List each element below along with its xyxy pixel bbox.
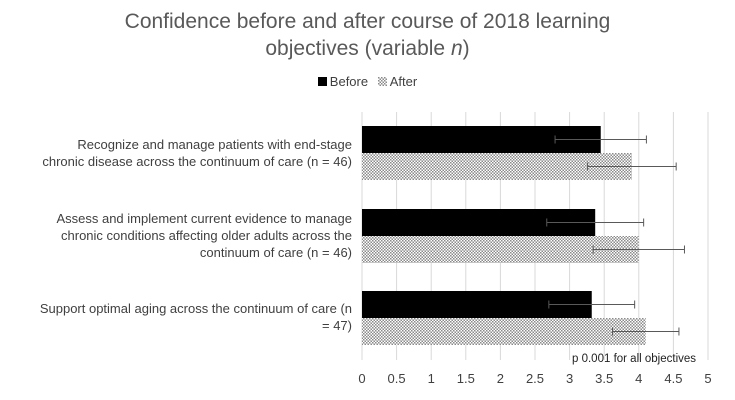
x-tick-label: 2.5 xyxy=(526,371,544,386)
chart-title: Confidence before and after course of 20… xyxy=(0,8,735,62)
error-bars xyxy=(546,135,685,336)
x-tick-label: 2 xyxy=(497,371,504,386)
x-tick-label: 5 xyxy=(704,371,711,386)
legend: Before After xyxy=(0,74,735,89)
chart-title-line2: objectives (variable n) xyxy=(0,35,735,62)
significance-note: p 0.001 for all objectives xyxy=(572,353,697,365)
x-tick-label: 4.5 xyxy=(664,371,682,386)
legend-swatch-after xyxy=(377,77,387,86)
legend-item-after: After xyxy=(377,74,418,89)
chart-title-line2-prefix: objectives (variable xyxy=(265,37,451,60)
x-tick-label: 3 xyxy=(566,371,573,386)
legend-label-before: Before xyxy=(329,74,369,89)
x-axis-ticks: 0 0.5 1 1.5 2 2.5 3 3.5 4 4.5 5 xyxy=(358,371,711,386)
category-label-1: Recognize and manage patients with end-s… xyxy=(4,136,352,170)
legend-swatch-before xyxy=(317,77,327,86)
x-tick-label: 3.5 xyxy=(595,371,613,386)
category-label-line: = 47) xyxy=(322,318,352,333)
x-tick-label: 0.5 xyxy=(388,371,406,386)
category-label-line: chronic disease across the continuum of … xyxy=(42,154,352,169)
chart-title-line1: Confidence before and after course of 20… xyxy=(124,10,611,33)
bar-after-3 xyxy=(362,318,646,345)
x-tick-label: 0 xyxy=(358,371,365,386)
x-tick-label: 1.5 xyxy=(457,371,475,386)
x-tick-label: 1 xyxy=(428,371,435,386)
legend-label-after: After xyxy=(389,74,418,89)
chart-title-italic-n: n xyxy=(450,37,463,60)
chart-title-line2-suffix: ) xyxy=(462,37,470,60)
category-label-2: Assess and implement current evidence to… xyxy=(4,210,352,261)
category-label-line: Support optimal aging across the continu… xyxy=(39,301,352,316)
category-label-line: Assess and implement current evidence to… xyxy=(56,211,352,226)
category-label-line: continuum of care (n = 46) xyxy=(199,245,352,260)
bar-after-1 xyxy=(362,153,632,180)
x-tick-label: 4 xyxy=(635,371,642,386)
legend-item-before: Before xyxy=(317,74,369,89)
category-label-line: chronic conditions affecting older adult… xyxy=(61,228,352,243)
bars xyxy=(362,126,646,345)
category-label-3: Support optimal aging across the continu… xyxy=(4,300,352,334)
category-label-line: Recognize and manage patients with end-s… xyxy=(77,137,352,152)
